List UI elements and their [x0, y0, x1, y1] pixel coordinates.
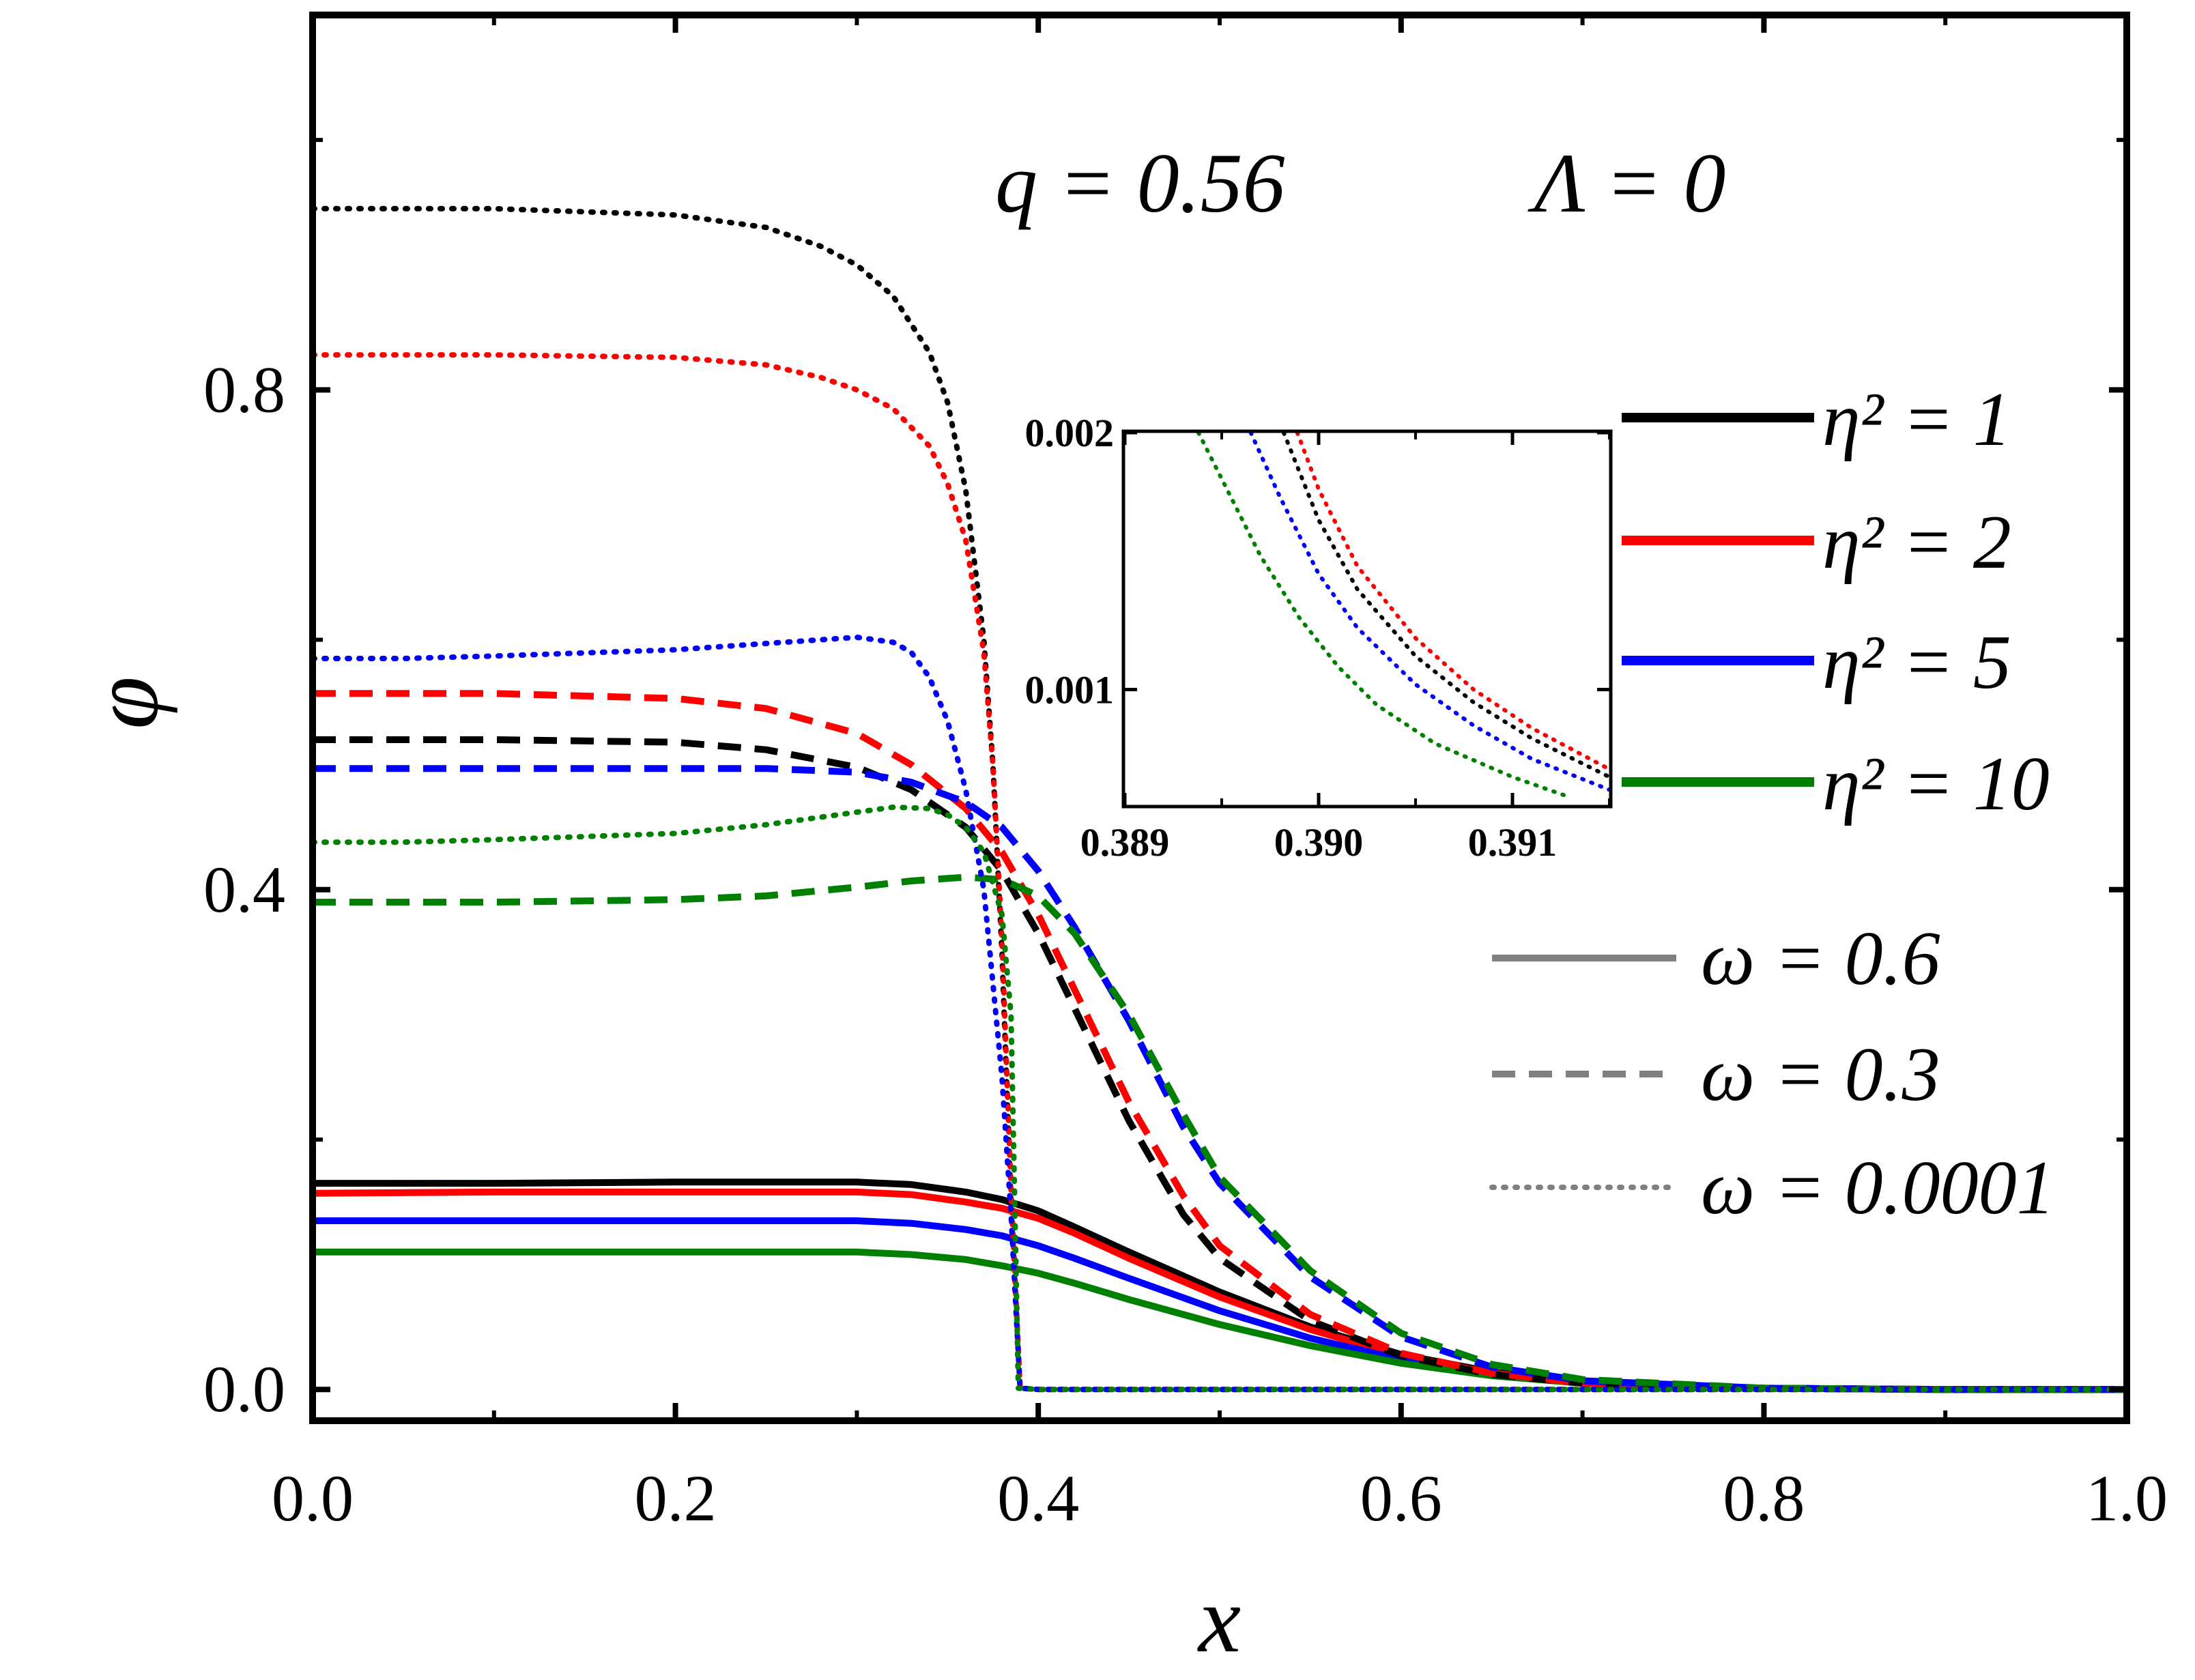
legend-eta: η² = 1 η² = 2 η² = 5 η² = 10 [1622, 377, 2050, 826]
legend-eta-label: η² = 10 [1822, 742, 2050, 826]
inset-series-line [1248, 433, 1609, 792]
y-tick-label: 0.4 [203, 853, 285, 926]
inset-y-tick-label: 0.001 [1025, 668, 1115, 712]
inset-axes: 0.389 0.390 0.391 0.001 0.002 [1025, 411, 1611, 865]
legend-omega-label: ω = 0.0001 [1701, 1146, 2055, 1230]
x-tick-label: 0.2 [635, 1462, 717, 1535]
inset-series-group [1196, 433, 1609, 800]
x-tick-label: 0.8 [1723, 1462, 1805, 1535]
inset-y-tick-label: 0.002 [1025, 411, 1115, 455]
legend-omega: ω = 0.6 ω = 0.3 ω = 0.0001 [1489, 916, 2055, 1230]
annotation-q: q = 0.56 [995, 136, 1285, 230]
main-series-group [313, 205, 2127, 1393]
series-line [313, 873, 2127, 1393]
legend-eta-label: η² = 1 [1822, 377, 2011, 462]
x-tick-label: 1.0 [2086, 1462, 2168, 1535]
x-tick-label: 0.6 [1360, 1462, 1442, 1535]
annotation-lambda: Λ = 0 [1527, 136, 1725, 230]
x-axis-title: x [1197, 1567, 1241, 1672]
series-line [313, 634, 2127, 1393]
inset-frame [1121, 429, 1613, 809]
y-tick-label: 0.0 [203, 1352, 285, 1425]
inset-series-line [1281, 433, 1609, 779]
legend-omega-label: ω = 0.6 [1701, 916, 1940, 1001]
inset-x-tick-label: 0.391 [1468, 820, 1558, 865]
main-axes: 0.0 0.2 0.4 0.6 0.8 1.0 0.0 0.4 0.8 [203, 15, 2168, 1535]
y-axis-title: φ [72, 676, 178, 729]
legend-eta-label: η² = 2 [1822, 500, 2011, 585]
x-tick-label: 0.4 [997, 1462, 1079, 1535]
y-tick-label: 0.8 [203, 353, 285, 426]
inset-x-tick-label: 0.390 [1274, 820, 1364, 865]
inset-x-tick-label: 0.389 [1080, 820, 1170, 865]
inset-background [1123, 431, 1611, 807]
legend-omega-label: ω = 0.3 [1701, 1032, 1940, 1117]
inset-series-line [1295, 433, 1609, 772]
series-line [313, 804, 2127, 1393]
legend-eta-label: η² = 5 [1822, 620, 2011, 705]
x-tick-label: 0.0 [272, 1462, 354, 1535]
